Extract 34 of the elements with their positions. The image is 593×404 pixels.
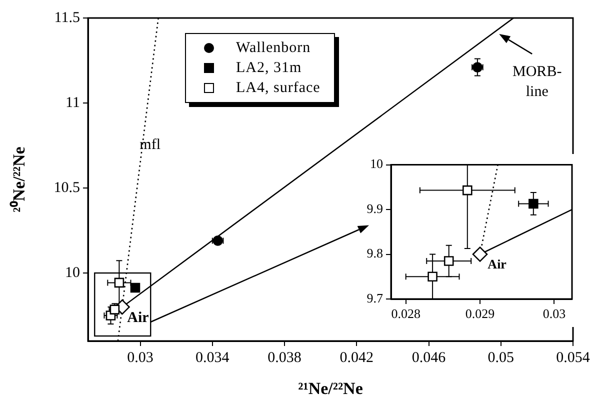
point	[462, 185, 472, 196]
y-tick-label: 10.5	[54, 180, 80, 196]
x-tick-label: 0.038	[268, 350, 302, 366]
x-tick-label: 0.046	[412, 350, 446, 366]
y-tick-label: 10	[65, 264, 80, 281]
legend-label: LA2, 31m	[236, 60, 302, 76]
annotation: Air	[488, 256, 507, 272]
y-tick-label: 11	[66, 94, 80, 111]
y-tick-label: 9.8	[366, 246, 383, 261]
annotation: Air	[127, 310, 150, 326]
x-tick-label: 0.03	[127, 350, 154, 366]
point	[428, 272, 438, 282]
y-axis-title: ²⁰Ne/²²Ne	[10, 146, 29, 212]
legend-label: LA4, surface	[236, 80, 320, 96]
point	[528, 198, 538, 209]
point	[130, 282, 140, 293]
annotation: MORB-line	[512, 64, 562, 100]
point	[114, 278, 124, 288]
y-tick-label: 9.7	[366, 290, 384, 306]
x-tick-label: 0.05	[488, 350, 514, 366]
y-tick-label: 10	[370, 156, 383, 172]
x-tick-label: 0.028	[391, 306, 420, 322]
y-tick-label: 11.5	[54, 10, 80, 26]
x-tick-label: 0.054	[556, 350, 590, 366]
x-tick-label: 0.042	[340, 350, 374, 366]
x-axis-title: ²¹Ne/²²Ne	[298, 379, 364, 398]
x-tick-label: 0.029	[465, 306, 495, 322]
x-tick-label: 0.034	[196, 350, 230, 366]
annotation: mfl	[140, 136, 160, 153]
legend-label: Wallenborn	[236, 40, 311, 56]
x-tick-label: 0.03	[542, 306, 566, 322]
point	[444, 256, 454, 266]
point	[472, 246, 488, 262]
y-tick-label: 9.9	[366, 200, 383, 216]
